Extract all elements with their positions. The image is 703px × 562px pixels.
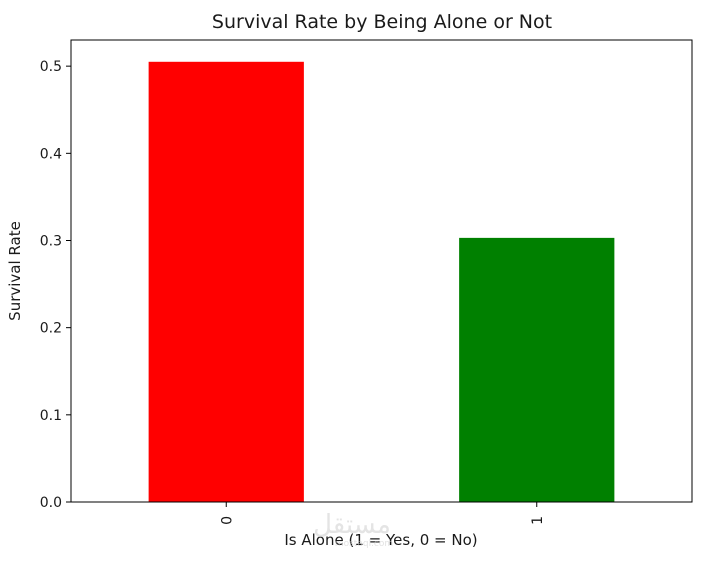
watermark-url: mostaql.com	[335, 539, 393, 549]
y-tick-label: 0.3	[40, 233, 62, 249]
y-tick-label: 0.1	[40, 408, 62, 424]
y-axis: 0.0 0.1 0.2 0.3 0.4 0.5	[40, 59, 71, 511]
watermark-logo: مستقل	[313, 510, 391, 540]
bar-0	[148, 61, 304, 503]
chart-title: Survival Rate by Being Alone or Not	[212, 11, 552, 33]
y-tick-label: 0.5	[40, 59, 62, 75]
plot-frame	[70, 39, 693, 503]
bar-1	[459, 237, 615, 502]
x-tick-label: 1	[530, 516, 546, 525]
y-tick-label: 0.0	[40, 495, 62, 511]
x-tick-label: 0	[219, 516, 235, 525]
x-axis-label: Is Alone (1 = Yes, 0 = No)	[284, 531, 477, 549]
y-axis-label: Survival Rate	[6, 221, 24, 321]
y-tick-label: 0.4	[40, 146, 62, 162]
bars-group	[148, 61, 615, 503]
y-tick-label: 0.2	[40, 321, 62, 337]
